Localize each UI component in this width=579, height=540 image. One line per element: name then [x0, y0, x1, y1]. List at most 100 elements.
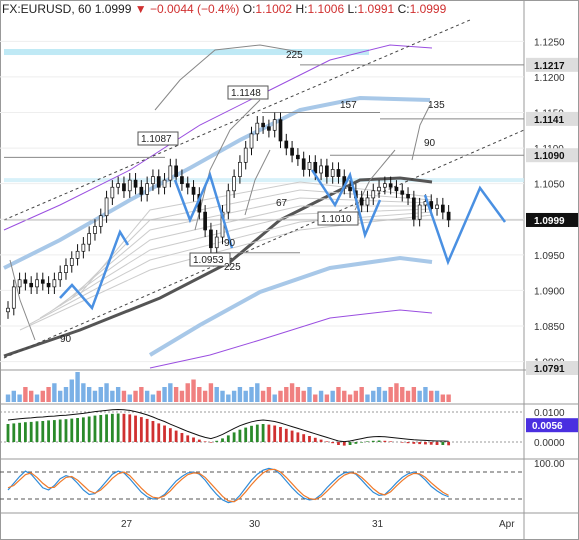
close-value: 1.0999 [409, 2, 447, 16]
volume-bar [17, 394, 22, 402]
oscillator-bar [52, 420, 56, 442]
oscillator-bar [128, 414, 132, 442]
volume-bar [115, 387, 121, 402]
volume-bar [28, 390, 34, 402]
zigzag-projection-line [173, 171, 234, 249]
price-annotation: 1.1087 [141, 134, 172, 145]
osc-tick-label: 0.0000 [534, 438, 565, 449]
x-tick-label: 27 [121, 519, 133, 530]
volume-bar [388, 387, 393, 402]
volume-bar [249, 387, 254, 402]
volume-bar [278, 390, 283, 402]
volume-bar [202, 390, 208, 402]
volume-bar [46, 387, 51, 402]
volume-bar [307, 387, 312, 402]
volume-bar [81, 383, 86, 402]
candle-body [75, 250, 80, 259]
price-label: 1.1090 [534, 151, 565, 162]
open-label: O: [242, 2, 256, 16]
candle-body [232, 176, 236, 192]
price-annotation-box [227, 85, 269, 100]
oscillator-signal-line [7, 408, 449, 443]
oscillator-bar [203, 441, 207, 442]
volume-bar [133, 390, 138, 402]
price-label: 1.0999 [534, 216, 565, 227]
cycle-label: 135 [428, 100, 445, 111]
cycle-arc [244, 149, 271, 216]
candle-body [52, 279, 57, 288]
candle-body [394, 186, 399, 192]
oscillator-bar [261, 424, 265, 442]
candle-body [87, 233, 92, 245]
price-label: 1.1141 [534, 115, 564, 126]
volume-bar [208, 383, 214, 402]
y-tick-label: 1.1250 [534, 37, 565, 48]
oscillator-bar [41, 421, 45, 442]
zigzag-projection-line [310, 169, 382, 239]
candle-body [238, 161, 242, 177]
volume-bar [301, 390, 306, 402]
candle-body [110, 186, 115, 199]
price-annotation: 1.1010 [321, 214, 352, 225]
oscillator-bar [441, 442, 445, 445]
candle-body [278, 119, 283, 142]
candle-body [122, 183, 126, 192]
oscillator-bar [29, 421, 33, 442]
symbol-label[interactable]: FX:EURUSD, 60 [2, 2, 92, 16]
candle-body [69, 258, 74, 266]
volume-bar [342, 390, 347, 402]
candle-body [174, 165, 178, 177]
oscillator-bar [151, 421, 155, 442]
last-price: 1.0999 [94, 2, 132, 16]
fan-line [79, 181, 433, 295]
x-tick-label: 31 [372, 519, 384, 530]
fan-line [29, 211, 433, 325]
oscillator-bar [273, 425, 277, 442]
candle-body [435, 204, 439, 209]
candle-body [162, 179, 167, 188]
volume-bar [434, 390, 440, 402]
open-value: 1.1002 [255, 2, 293, 16]
volume-bar [144, 390, 150, 402]
candle-body [180, 176, 184, 185]
oscillator-bar [209, 442, 213, 443]
volume-bar [446, 394, 451, 402]
y-tick-label: 1.1200 [534, 73, 565, 84]
candle-body [116, 183, 121, 188]
cyan-band [4, 49, 369, 56]
oscillator-bar [139, 417, 143, 442]
oscillator-bar [58, 419, 62, 442]
oscillator-bar [284, 428, 288, 442]
stoch-tick-label: 100.00 [534, 459, 565, 470]
candle-body [81, 243, 86, 252]
volume-bar [57, 390, 63, 402]
y-tick-label: 1.0850 [534, 322, 565, 333]
volume-bar [185, 383, 190, 402]
oscillator-bar [424, 442, 427, 445]
oscillator-bar [412, 442, 416, 444]
oscillator-bar [99, 415, 103, 442]
price-annotation: 1.1148 [231, 88, 261, 99]
oscillator-bar [197, 439, 201, 442]
volume-bar [417, 390, 422, 402]
oscillator-bar [389, 441, 393, 442]
volume-bar [127, 394, 132, 402]
y-tick-label: 1.1050 [534, 180, 565, 191]
candle-body [417, 204, 422, 220]
volume-bar [318, 390, 324, 402]
volume-bar [429, 390, 434, 402]
oscillator-bar [250, 425, 253, 442]
stoch-main-line [7, 467, 449, 504]
oscillator-bar [163, 425, 166, 442]
volume-bar [382, 390, 388, 402]
oscillator-bar [418, 442, 422, 445]
candle-body [440, 204, 445, 213]
volume-bar [266, 387, 272, 402]
oscillator-bar [35, 421, 39, 442]
candle-body [267, 126, 271, 131]
volume-bar [365, 394, 370, 402]
oscillator-bar [64, 419, 68, 442]
candle-body [226, 190, 231, 213]
volume-bar [92, 390, 98, 402]
